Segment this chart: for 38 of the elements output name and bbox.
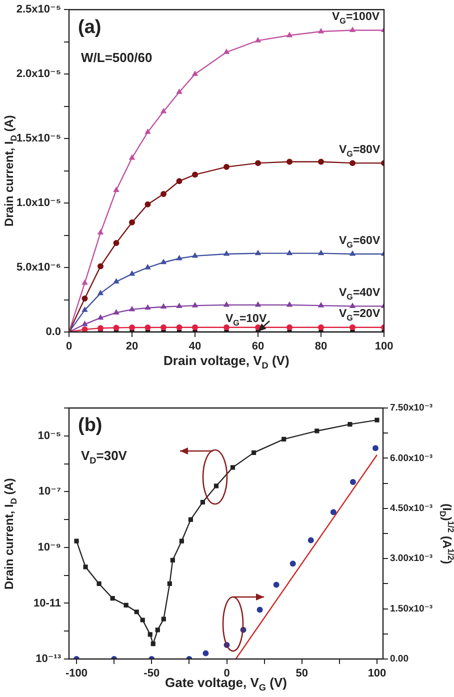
y-tick-label: 10⁻⁷ xyxy=(38,486,62,498)
y2-tick-label: 4.50x10⁻³ xyxy=(390,503,433,514)
annotation: V$_{D}$=30V xyxy=(81,448,127,466)
y-tick-label: 10⁻¹³ xyxy=(36,653,62,666)
annotation: (b) xyxy=(78,415,102,437)
series-label: V$_{G}$=20V xyxy=(339,308,380,324)
x-tick-label: 20 xyxy=(126,340,138,353)
y-tick-label: 1.0x10⁻⁵ xyxy=(16,197,61,210)
x-axis-title: Drain voltage, V$_{D}$ (V) xyxy=(164,353,290,371)
y2-tick-label: 6.00x10⁻³ xyxy=(390,452,433,464)
x-tick-label: -50 xyxy=(144,668,160,680)
series-label: V$_{G}$=40V xyxy=(339,287,380,302)
y-tick-label: 2.0x10⁻⁵ xyxy=(16,68,61,80)
x-tick-label: 60 xyxy=(252,340,264,353)
series-label: V$_{G}$=80V xyxy=(339,144,380,160)
y-tick-label: 1.5x10⁻⁵ xyxy=(16,132,61,145)
annotation: (a) xyxy=(78,16,102,38)
y-tick-label: 10⁻⁹ xyxy=(38,541,61,554)
y2-tick-label: 1.50x10⁻³ xyxy=(390,603,433,614)
y-tick-label: 0.0 xyxy=(46,326,61,338)
x-tick-label: 0 xyxy=(66,340,72,353)
series-label: V$_{G}$=10V xyxy=(226,313,267,328)
series-label: V$_{G}$=100V xyxy=(332,11,380,26)
annotation: W/L=500/60 xyxy=(81,50,152,65)
y2-tick-label: 3.00x10⁻³ xyxy=(390,553,433,564)
y-tick-label: 5.0x10⁻⁶ xyxy=(16,262,61,274)
x-tick-label: 80 xyxy=(314,340,328,353)
y-tick-label: 10-11 xyxy=(33,597,61,610)
y-tick-label: 10⁻⁵ xyxy=(38,430,61,442)
y2-tick-label: 7.50x10⁻³ xyxy=(390,402,433,414)
y2-tick-label: 0.00 xyxy=(390,654,408,665)
x-tick-label: 100 xyxy=(374,340,394,353)
series-label: V$_{G}$=60V xyxy=(339,234,380,250)
y-tick-label: 2.5x10⁻⁵ xyxy=(16,4,61,16)
x-tick-label: 100 xyxy=(368,668,386,680)
x-tick-label: 50 xyxy=(296,668,308,680)
x-tick-label: 40 xyxy=(188,340,202,353)
x-tick-label: -100 xyxy=(65,668,88,680)
